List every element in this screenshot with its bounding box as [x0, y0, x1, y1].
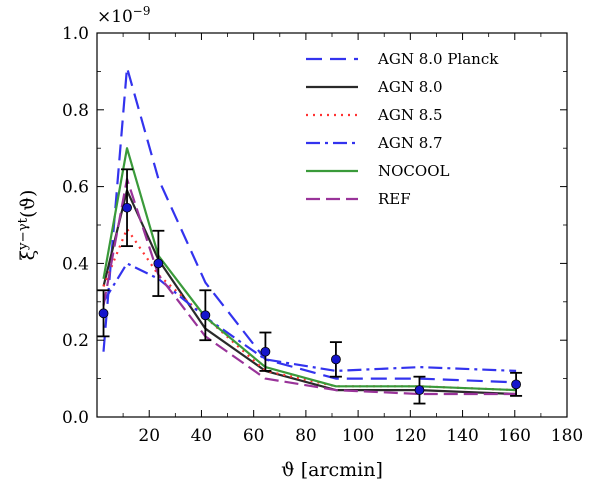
data-marker [98, 308, 109, 319]
y-axis-scale-offset: ×10−9 [97, 4, 150, 27]
x-tick-label: 120 [394, 426, 426, 446]
y-axis-label: ξy−γt(ϑ) [16, 190, 40, 261]
data-point-4 [199, 289, 212, 342]
x-tick-label: 160 [499, 426, 531, 446]
legend-label: REF [378, 190, 411, 208]
legend-item-agn-8-0: AGN 8.0 [306, 78, 443, 96]
data-point-3 [152, 229, 165, 297]
legend-item-ref: REF [306, 190, 411, 208]
data-marker [200, 310, 211, 321]
x-tick-label: 140 [446, 426, 478, 446]
legend-label: NOCOOL [378, 162, 449, 180]
series-line-agn-8-0 [102, 189, 517, 396]
data-marker [122, 202, 132, 213]
y-tick-label: 0.6 [62, 178, 89, 198]
data-marker [331, 354, 341, 365]
legend-label: AGN 8.0 Planck [377, 50, 499, 68]
data-point-7 [413, 375, 426, 405]
data-point-5 [259, 331, 272, 372]
data-marker [260, 346, 271, 357]
series-line-agn-8-7 [102, 262, 517, 372]
legend-label: AGN 8.0 [377, 78, 443, 96]
legend-item-agn-8-5: AGN 8.5 [306, 106, 443, 124]
y-axis-ticks: 0.0 0.2 0.4 0.6 0.8 1.0 [62, 24, 567, 428]
x-tick-label: 20 [138, 426, 160, 446]
legend-item-agn-8-7: AGN 8.7 [306, 134, 443, 152]
x-tick-label: 40 [191, 426, 213, 446]
legend-item-agn-8-0-planck: AGN 8.0 Planck [306, 50, 499, 68]
x-axis-ticks: 20 40 60 80 100 120 140 160 180 [122, 33, 583, 446]
data-point-8 [510, 371, 523, 397]
series-line-agn-8-5 [102, 227, 517, 392]
data-point-2 [121, 168, 134, 248]
x-tick-label: 180 [551, 426, 583, 446]
x-tick-label: 100 [342, 426, 374, 446]
series-line-nocool [102, 147, 517, 392]
data-point-1 [97, 289, 110, 338]
legend-label: AGN 8.7 [377, 134, 443, 152]
y-tick-label: 0.2 [62, 331, 89, 351]
observed-data-layer [97, 168, 523, 405]
data-marker [414, 385, 425, 396]
data-marker [153, 258, 164, 269]
data-marker [511, 379, 521, 390]
y-tick-label: 0.8 [62, 101, 89, 121]
y-tick-label: 0.4 [62, 254, 89, 274]
data-point-6 [329, 341, 342, 378]
x-tick-label: 80 [295, 426, 317, 446]
legend-item-nocool: NOCOOL [306, 162, 449, 180]
y-tick-label: 0.0 [62, 408, 89, 428]
y-tick-label: 1.0 [62, 24, 89, 44]
legend-label: AGN 8.5 [377, 106, 443, 124]
x-tick-label: 60 [243, 426, 265, 446]
series-line-agn-8-0-planck [102, 66, 517, 384]
series-layer [102, 66, 517, 396]
series-line-ref [102, 177, 517, 396]
legend: AGN 8.0 Planck AGN 8.0 AGN 8.5 AGN 8.7 NOCOO… [306, 50, 499, 208]
x-axis-label: ϑ [arcmin] [281, 459, 383, 481]
